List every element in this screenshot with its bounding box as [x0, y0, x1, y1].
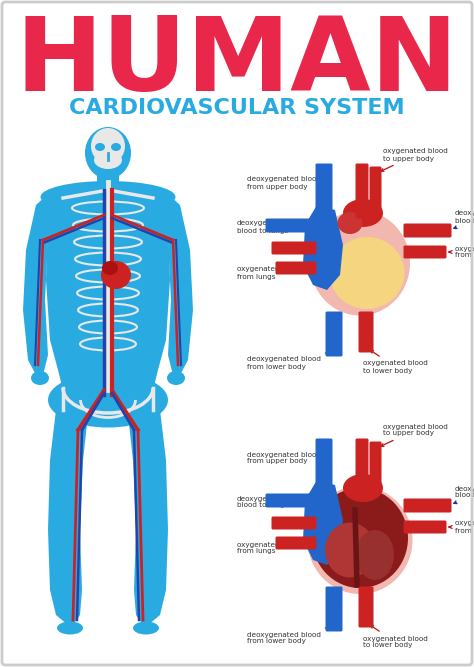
FancyBboxPatch shape: [316, 163, 332, 215]
FancyBboxPatch shape: [403, 520, 447, 534]
FancyBboxPatch shape: [275, 536, 317, 550]
Polygon shape: [23, 192, 58, 375]
Ellipse shape: [101, 261, 131, 289]
Ellipse shape: [31, 371, 49, 385]
Text: oxygenated blood
to lower body: oxygenated blood to lower body: [363, 626, 428, 648]
Text: oxygenated blood
from lungs: oxygenated blood from lungs: [237, 542, 311, 554]
Text: oxygenated blood
to lower body: oxygenated blood to lower body: [363, 350, 428, 374]
Ellipse shape: [85, 127, 131, 179]
FancyBboxPatch shape: [403, 498, 452, 512]
Ellipse shape: [308, 486, 412, 594]
FancyBboxPatch shape: [356, 438, 368, 494]
FancyBboxPatch shape: [265, 494, 319, 508]
Text: deoxygenated
blood to lungs: deoxygenated blood to lungs: [454, 211, 474, 229]
Text: oxygenated blood
to upper body: oxygenated blood to upper body: [381, 149, 448, 171]
Text: oxygenated blood
from lungs: oxygenated blood from lungs: [237, 267, 311, 279]
Polygon shape: [46, 190, 170, 390]
Text: oxygenated blood
to upper body: oxygenated blood to upper body: [381, 424, 448, 446]
FancyBboxPatch shape: [403, 245, 447, 259]
FancyBboxPatch shape: [316, 438, 332, 490]
Polygon shape: [48, 390, 90, 625]
Text: CARDIOVASCULAR SYSTEM: CARDIOVASCULAR SYSTEM: [69, 98, 405, 118]
Text: oxygenated blood
from lungs: oxygenated blood from lungs: [449, 245, 474, 259]
Ellipse shape: [312, 488, 408, 588]
Ellipse shape: [102, 261, 118, 275]
Ellipse shape: [95, 143, 105, 151]
FancyBboxPatch shape: [358, 586, 374, 628]
Text: deoxygenated blood
from upper body: deoxygenated blood from upper body: [247, 451, 324, 464]
FancyBboxPatch shape: [275, 261, 317, 275]
FancyBboxPatch shape: [272, 241, 317, 255]
Ellipse shape: [343, 474, 383, 502]
Text: deoxygenated
blood to lungs: deoxygenated blood to lungs: [237, 496, 313, 508]
Text: oxygenated blood
from lungs: oxygenated blood from lungs: [449, 520, 474, 534]
Ellipse shape: [337, 212, 363, 234]
Text: deoxygenated blood
from upper body: deoxygenated blood from upper body: [247, 176, 324, 189]
Ellipse shape: [167, 371, 185, 385]
Text: HUMAN: HUMAN: [16, 11, 458, 113]
Ellipse shape: [94, 151, 122, 169]
Ellipse shape: [325, 522, 375, 578]
Polygon shape: [303, 205, 343, 290]
Ellipse shape: [48, 372, 168, 428]
Ellipse shape: [343, 199, 383, 227]
FancyBboxPatch shape: [356, 163, 368, 219]
Ellipse shape: [356, 530, 394, 580]
Polygon shape: [303, 480, 343, 565]
Text: deoxygenated
blood to lungs: deoxygenated blood to lungs: [454, 486, 474, 504]
Polygon shape: [126, 390, 168, 625]
Ellipse shape: [133, 622, 159, 634]
FancyBboxPatch shape: [326, 586, 343, 632]
Ellipse shape: [57, 622, 83, 634]
Ellipse shape: [310, 211, 410, 315]
FancyBboxPatch shape: [403, 223, 452, 237]
FancyBboxPatch shape: [358, 311, 374, 352]
FancyBboxPatch shape: [370, 167, 382, 217]
FancyBboxPatch shape: [370, 442, 382, 492]
Ellipse shape: [111, 143, 121, 151]
Polygon shape: [158, 192, 193, 375]
Ellipse shape: [329, 237, 404, 309]
Text: deoxygenated
blood to lungs: deoxygenated blood to lungs: [237, 221, 313, 233]
FancyBboxPatch shape: [326, 311, 343, 356]
FancyBboxPatch shape: [272, 516, 317, 530]
FancyBboxPatch shape: [265, 219, 319, 233]
Ellipse shape: [40, 181, 175, 213]
FancyBboxPatch shape: [97, 172, 119, 194]
Ellipse shape: [91, 128, 125, 164]
Text: deoxygenated blood
from lower body: deoxygenated blood from lower body: [247, 626, 330, 644]
Text: deoxygenated blood
from lower body: deoxygenated blood from lower body: [247, 352, 330, 370]
